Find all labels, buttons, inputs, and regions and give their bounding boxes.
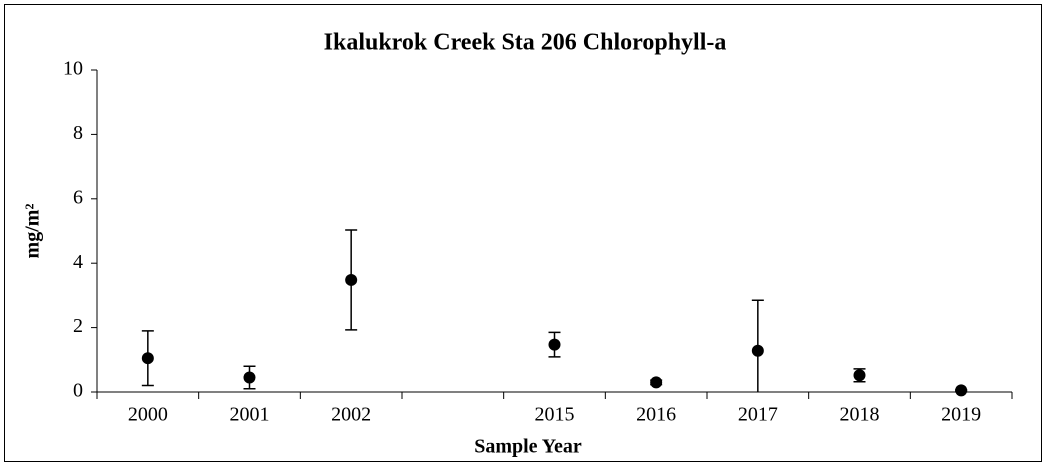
- chart-border: [4, 4, 1042, 462]
- y-tick-label: 4: [73, 251, 83, 273]
- x-axis-label: Sample Year: [474, 436, 582, 458]
- x-tick-label: 2018: [840, 404, 880, 426]
- y-tick-label: 6: [73, 186, 83, 208]
- x-tick-label: 2002: [331, 404, 371, 426]
- x-tick-label: 2016: [636, 404, 676, 426]
- data-point: [751, 344, 764, 357]
- y-tick-label: 10: [63, 58, 83, 80]
- y-tick-label: 2: [73, 315, 83, 337]
- y-tick-label: 8: [73, 122, 83, 144]
- x-tick-label: 2015: [535, 404, 575, 426]
- data-point: [853, 369, 866, 382]
- data-point: [243, 371, 256, 384]
- x-tick-label: 2019: [941, 404, 981, 426]
- y-tick-label: 0: [73, 380, 83, 402]
- data-point: [548, 338, 561, 351]
- x-tick-label: 2001: [230, 404, 270, 426]
- data-point: [141, 352, 154, 365]
- data-point: [345, 273, 358, 286]
- data-point: [955, 384, 968, 397]
- chart-title: Ikalukrok Creek Sta 206 Chlorophyll-a: [324, 30, 727, 56]
- data-point: [650, 376, 663, 389]
- x-tick-label: 2000: [128, 404, 168, 426]
- x-tick-label: 2017: [738, 404, 778, 426]
- y-axis-label: mg/m²: [22, 204, 44, 259]
